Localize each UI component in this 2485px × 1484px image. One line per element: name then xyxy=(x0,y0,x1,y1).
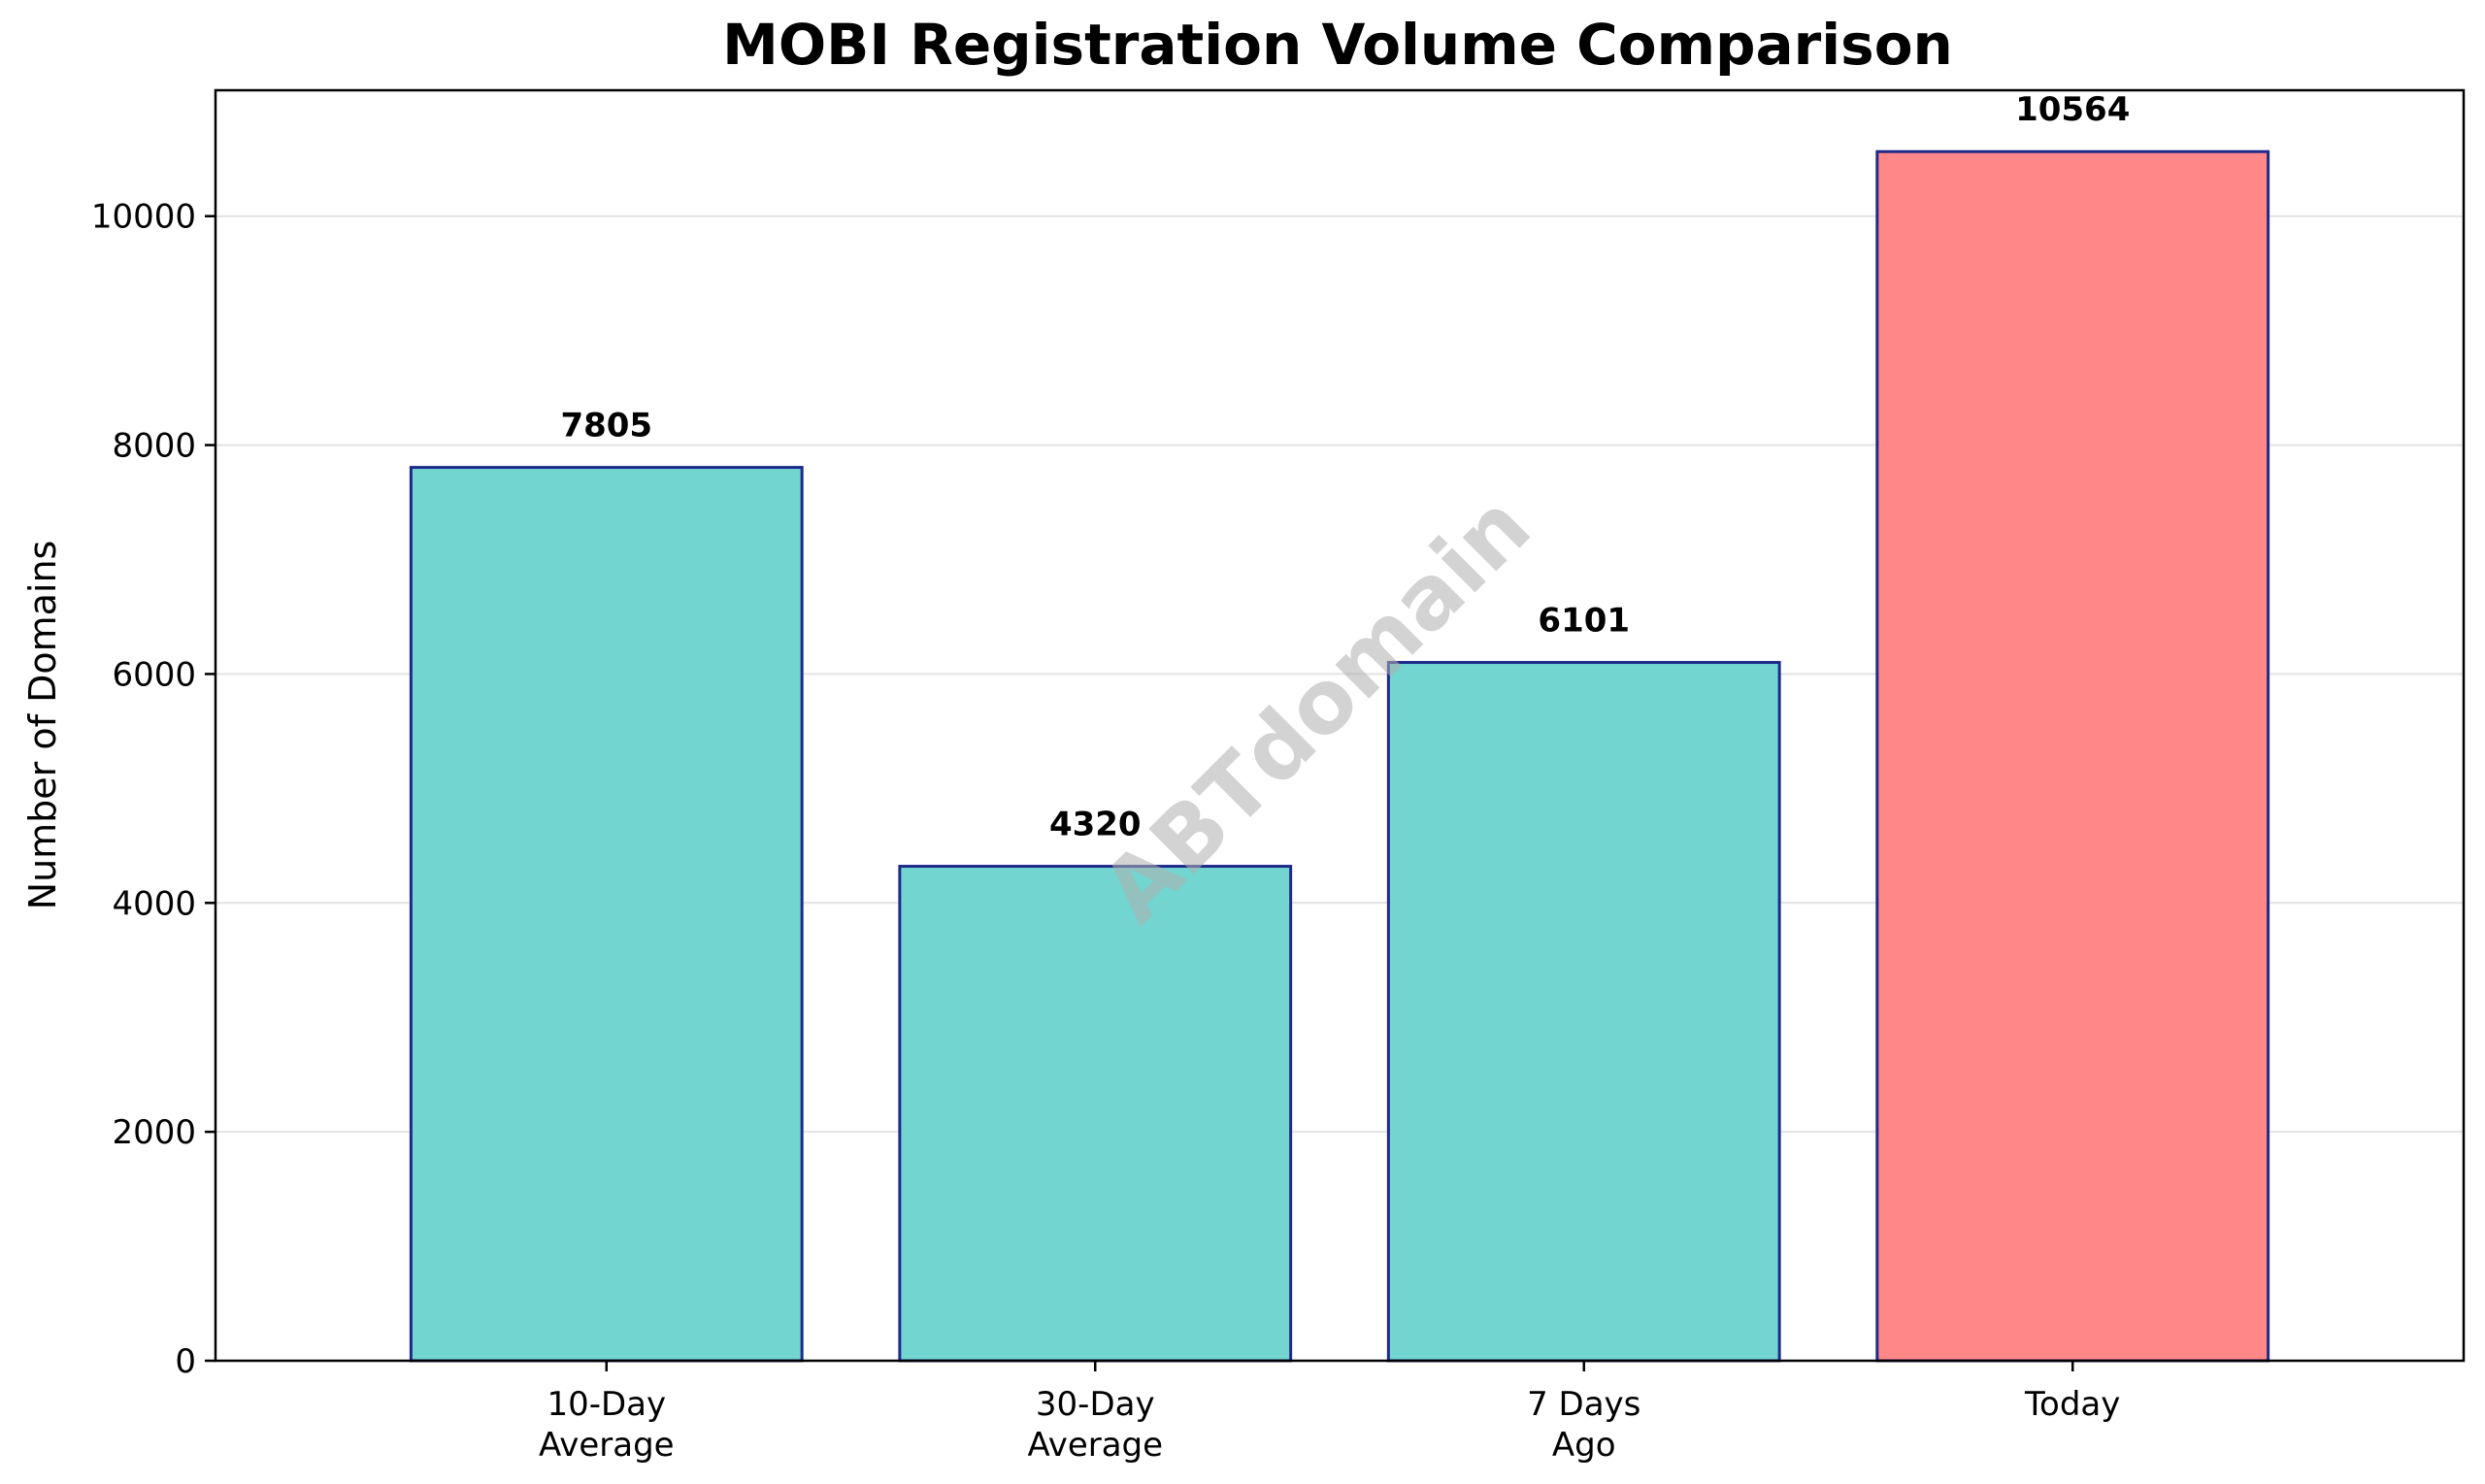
bar xyxy=(1875,149,2270,1363)
y-axis: 0 2000 4000 6000 8000 10000 xyxy=(91,198,215,1381)
x-tick-label: 7 Days xyxy=(1527,1385,1640,1424)
bar xyxy=(1386,661,1781,1363)
chart-title: MOBI Registration Volume Comparison xyxy=(722,12,1953,78)
bar xyxy=(409,466,804,1363)
bars xyxy=(409,149,2270,1363)
x-tick-label: Today xyxy=(2024,1385,2120,1424)
y-tick-label: 10000 xyxy=(91,198,196,237)
x-tick-label: 10-Day xyxy=(547,1385,666,1424)
y-tick-label: 8000 xyxy=(112,427,196,466)
x-tick-label: Average xyxy=(1027,1426,1163,1465)
plot-frame xyxy=(214,88,2466,1363)
data-labels: 7805 4320 6101 10564 xyxy=(560,90,2130,843)
y-axis-label: Number of Domains xyxy=(21,541,64,910)
x-tick-label: Ago xyxy=(1552,1426,1616,1465)
x-tick-label: 30-Day xyxy=(1036,1385,1155,1424)
y-tick-label: 0 xyxy=(175,1342,196,1381)
bar xyxy=(898,865,1293,1363)
bar-value-label: 7805 xyxy=(560,407,652,445)
y-tick-label: 4000 xyxy=(112,884,196,923)
x-tick-label: Average xyxy=(539,1426,675,1465)
y-tick-label: 6000 xyxy=(112,655,196,694)
bar-value-label: 6101 xyxy=(1538,602,1630,641)
bar-value-label: 4320 xyxy=(1049,806,1142,844)
y-tick-label: 2000 xyxy=(112,1113,196,1152)
bar-value-label: 10564 xyxy=(2015,90,2130,129)
